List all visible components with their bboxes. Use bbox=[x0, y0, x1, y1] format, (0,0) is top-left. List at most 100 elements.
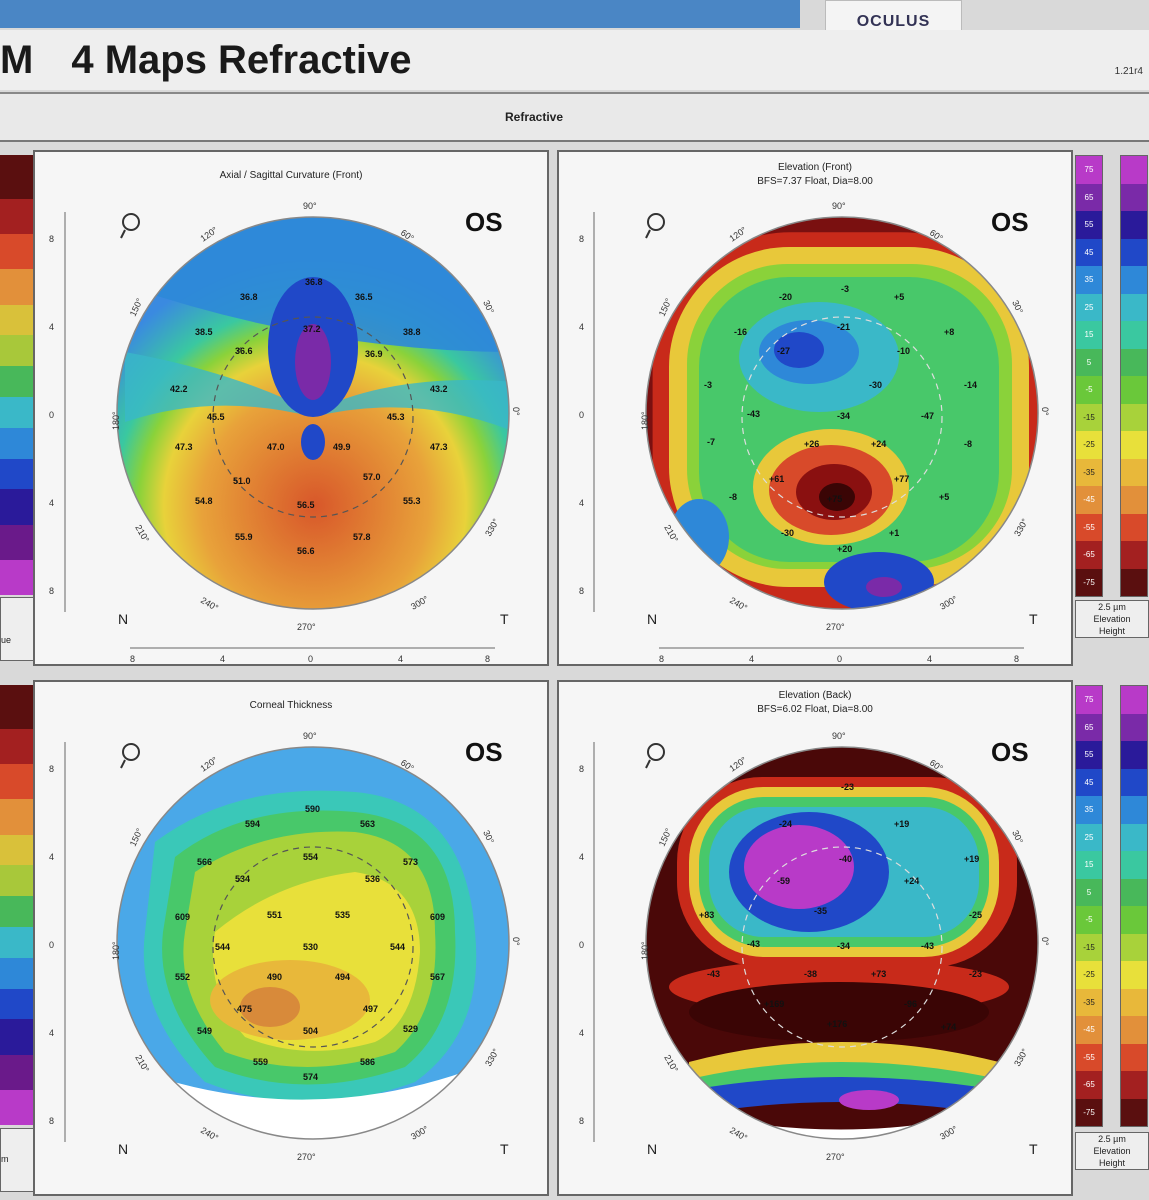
map-value: 594 bbox=[245, 819, 260, 829]
scale-step: -55 bbox=[1076, 513, 1102, 541]
map-value: 544 bbox=[390, 942, 405, 952]
scale-step: 15 bbox=[1076, 851, 1102, 879]
map-value: 494 bbox=[335, 972, 350, 982]
map-value: 504 bbox=[303, 1026, 318, 1036]
magnifier-icon[interactable] bbox=[645, 743, 665, 769]
scale-step: -5 bbox=[1076, 376, 1102, 404]
map-value: 47.3 bbox=[430, 442, 448, 452]
map-value: -43 bbox=[747, 939, 760, 949]
axis-label-0: 0° bbox=[1040, 937, 1050, 946]
map-value: +83 bbox=[699, 910, 714, 920]
map-value: -34 bbox=[837, 941, 850, 951]
map-value: -43 bbox=[747, 409, 760, 419]
magnifier-icon[interactable] bbox=[645, 213, 665, 239]
panel-title: Axial / Sagittal Curvature (Front) bbox=[219, 170, 363, 181]
yaxis-tick: 4 bbox=[579, 852, 584, 862]
map-value: 36.6 bbox=[235, 346, 253, 356]
scale-step: -35 bbox=[1076, 988, 1102, 1016]
map-value: -24 bbox=[779, 819, 792, 829]
scale-bar-step bbox=[1121, 486, 1147, 514]
map-value: -21 bbox=[837, 322, 850, 332]
temporal-label: T bbox=[500, 611, 509, 627]
scale-bar-step bbox=[1121, 238, 1147, 266]
yaxis-tick: 4 bbox=[579, 322, 584, 332]
map-value: 38.8 bbox=[403, 327, 421, 337]
scale-step: -15 bbox=[1076, 403, 1102, 431]
nasal-label: N bbox=[647, 1141, 657, 1157]
scale-step: 75 bbox=[1076, 156, 1102, 184]
map-value: +73 bbox=[871, 969, 886, 979]
map-value: 38.5 bbox=[195, 327, 213, 337]
magnifier-icon[interactable] bbox=[120, 743, 140, 769]
scale-bar-step bbox=[1121, 458, 1147, 486]
map-value: 544 bbox=[215, 942, 230, 952]
scale-bar-step bbox=[1121, 796, 1147, 824]
map-value: -3 bbox=[841, 284, 849, 294]
axis-label-150: 150° bbox=[128, 826, 145, 847]
yaxis-tick: 0 bbox=[49, 410, 54, 420]
yaxis-tick: 8 bbox=[49, 1116, 54, 1126]
map-value: 530 bbox=[303, 942, 318, 952]
map-value: -16 bbox=[734, 327, 747, 337]
map-value: -35 bbox=[814, 906, 827, 916]
axis-label-330: 330° bbox=[483, 517, 501, 538]
map-value: -43 bbox=[707, 969, 720, 979]
panel-elevation-front: Elevation (Front) BFS=7.37 Float, Dia=8.… bbox=[557, 150, 1073, 666]
axis-label-30: 30° bbox=[481, 299, 496, 316]
eye-label: OS bbox=[991, 737, 1029, 767]
scale-bar-step bbox=[1121, 823, 1147, 851]
yaxis-tick: 8 bbox=[579, 764, 584, 774]
scale-step: -25 bbox=[1076, 431, 1102, 459]
nasal-label: N bbox=[118, 611, 128, 627]
scale-step: 35 bbox=[1076, 796, 1102, 824]
map-value: -7 bbox=[707, 437, 715, 447]
tab-refractive[interactable]: Refractive bbox=[505, 110, 564, 124]
scale-step: -75 bbox=[1076, 568, 1102, 596]
axis-label-180: 180° bbox=[111, 411, 121, 430]
elevation-front-map[interactable]: 8 4 0 4 8 8 4 0 4 8 90° 270° 120° 60° 15… bbox=[559, 152, 1071, 664]
map-value: 475 bbox=[237, 1004, 252, 1014]
thickness-map[interactable]: 8 4 0 4 8 90° 270° 120° 60° 150° 30° 180… bbox=[35, 682, 547, 1194]
yaxis-tick: 8 bbox=[49, 764, 54, 774]
page-title: M 4 Maps Refractive bbox=[0, 38, 411, 83]
map-value: +75 bbox=[827, 494, 842, 504]
map-value: +24 bbox=[904, 876, 919, 886]
map-value: 497 bbox=[363, 1004, 378, 1014]
axial-map[interactable]: 8 4 0 4 8 8 4 0 4 8 90° 270° 120° 60° 15… bbox=[35, 152, 547, 664]
scale-step: -35 bbox=[1076, 458, 1102, 486]
scale-step: -65 bbox=[1076, 541, 1102, 569]
map-value: -30 bbox=[781, 528, 794, 538]
map-value: 55.9 bbox=[235, 532, 253, 542]
scale-bar-step bbox=[1121, 431, 1147, 459]
map-value: 43.2 bbox=[430, 384, 448, 394]
magnifier-icon[interactable] bbox=[120, 213, 140, 239]
elevation-back-map[interactable]: 8 4 0 4 8 90° 270° 120° 60° 150° 30° 180… bbox=[559, 682, 1071, 1194]
scale-step-label: 2.5 µm bbox=[1098, 1134, 1126, 1144]
map-value: 609 bbox=[430, 912, 445, 922]
axis-label-240: 240° bbox=[199, 595, 220, 613]
axis-label-300: 300° bbox=[409, 1124, 430, 1142]
panel-axial: Axial / Sagittal Curvature (Front) OS 8 … bbox=[33, 150, 549, 666]
scale-type-label: Elevation bbox=[1093, 614, 1131, 624]
left-color-scale-top bbox=[0, 155, 33, 595]
oculus-logo: OCULUS bbox=[825, 0, 962, 32]
yaxis-tick: 8 bbox=[579, 586, 584, 596]
map-value: -59 bbox=[777, 876, 790, 886]
scale-step: -75 bbox=[1076, 1098, 1102, 1126]
elevation-scale-box-top: 2.5 µm Elevation Height bbox=[1075, 600, 1149, 638]
map-value: 535 bbox=[335, 910, 350, 920]
map-value: +20 bbox=[837, 544, 852, 554]
eye-label: OS bbox=[465, 737, 503, 767]
scale-bar-step bbox=[1121, 266, 1147, 294]
scale-step: 25 bbox=[1076, 823, 1102, 851]
scale-step: -5 bbox=[1076, 906, 1102, 934]
map-value: +19 bbox=[964, 854, 979, 864]
map-value: 45.3 bbox=[387, 412, 405, 422]
axis-label-90: 90° bbox=[832, 201, 846, 211]
map-value: 590 bbox=[305, 804, 320, 814]
map-value: 54.8 bbox=[195, 496, 213, 506]
xaxis-tick: 8 bbox=[659, 654, 664, 664]
tab-bar: Refractive bbox=[0, 92, 1149, 142]
scale-bar-step bbox=[1121, 933, 1147, 961]
map-value: 56.5 bbox=[297, 500, 315, 510]
